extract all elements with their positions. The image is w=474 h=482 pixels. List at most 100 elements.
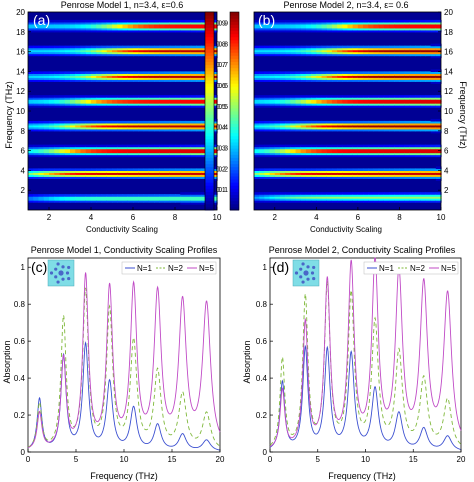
x-tick-label: 8 xyxy=(173,213,178,222)
heatmap-cell xyxy=(264,99,271,102)
heatmap-cell xyxy=(201,105,208,108)
heatmap-cell xyxy=(54,128,61,132)
heatmap-cell xyxy=(254,49,260,53)
heatmap-cell xyxy=(133,150,139,154)
heatmap-cell xyxy=(285,198,291,201)
heatmap-cell xyxy=(321,27,328,31)
x-tick-label: 5 xyxy=(74,455,79,464)
heatmap-cell xyxy=(127,168,134,171)
heatmap-cell xyxy=(279,200,286,203)
heatmap-cell xyxy=(279,73,286,76)
heatmap-cell xyxy=(316,126,323,130)
heatmap-cell xyxy=(269,77,276,80)
heatmap-cell xyxy=(290,19,297,23)
heatmap-cell xyxy=(321,103,328,106)
heatmap-cell xyxy=(190,101,197,104)
heatmap-cell xyxy=(169,101,176,104)
x-tick-label: 5 xyxy=(316,455,321,464)
heatmap-cell xyxy=(101,174,108,177)
heatmap-cell xyxy=(138,53,145,57)
heatmap-cell xyxy=(64,79,71,82)
heatmap-cell xyxy=(321,45,328,49)
heatmap-cell xyxy=(389,49,395,53)
heatmap-cell xyxy=(295,122,302,126)
heatmap-cell xyxy=(148,79,155,82)
heatmap-cell xyxy=(159,23,166,27)
heatmap-cell xyxy=(196,99,202,102)
heatmap-cell xyxy=(357,27,364,31)
heatmap-cell xyxy=(357,176,364,179)
heatmap-cell xyxy=(254,99,260,102)
heatmap-cell xyxy=(159,79,166,82)
heatmap-cell xyxy=(49,150,55,154)
heatmap-cell xyxy=(101,198,108,201)
heatmap-cell xyxy=(378,196,385,199)
colorbar-tick-label: 0.8 xyxy=(216,41,226,48)
heatmap-cell xyxy=(389,124,395,128)
heatmap-cell xyxy=(311,79,317,82)
panel-d-x-ticks: 0 5 10 15 20 xyxy=(268,449,466,464)
heatmap-cell xyxy=(331,120,338,124)
heatmap-cell xyxy=(363,77,369,80)
heatmap-cell xyxy=(59,53,66,57)
heatmap-cell xyxy=(159,99,166,102)
heatmap-cell xyxy=(70,95,76,98)
heatmap-cell xyxy=(425,126,432,130)
heatmap-cell xyxy=(175,25,181,29)
heatmap-cell xyxy=(357,128,364,132)
heatmap-cell xyxy=(175,200,181,203)
heatmap-cell xyxy=(28,154,34,158)
heatmap-cell xyxy=(43,53,50,57)
heatmap-cell xyxy=(295,101,302,104)
heatmap-cell xyxy=(337,174,343,177)
heatmap-cell xyxy=(389,172,395,175)
heatmap-cell xyxy=(378,95,385,98)
heatmap-cell xyxy=(211,29,218,33)
heatmap-cell xyxy=(420,25,427,29)
heatmap-cell xyxy=(169,150,176,154)
heatmap-cell xyxy=(28,146,34,150)
heatmap-cell xyxy=(138,168,145,171)
heatmap-cell xyxy=(169,122,176,126)
heatmap-cell xyxy=(404,21,411,25)
heatmap-cell xyxy=(59,198,66,201)
heatmap-cell xyxy=(112,21,118,25)
heatmap-cell xyxy=(75,103,82,106)
heatmap-cell xyxy=(28,128,34,132)
heatmap-cell xyxy=(211,45,218,49)
heatmap-cell xyxy=(305,194,312,197)
heatmap-cell xyxy=(311,103,317,106)
heatmap-cell xyxy=(91,71,97,74)
heatmap-cell xyxy=(148,105,155,108)
heatmap-cell xyxy=(337,120,343,124)
heatmap-cell xyxy=(148,47,155,51)
heatmap-cell xyxy=(33,120,40,124)
heatmap-cell xyxy=(316,144,323,148)
heatmap-cell xyxy=(185,75,192,78)
heatmap-cell xyxy=(342,122,349,126)
heatmap-cell xyxy=(420,126,427,130)
heatmap-cell xyxy=(38,198,45,201)
heatmap-cell xyxy=(196,23,202,27)
heatmap-cell xyxy=(409,45,416,49)
heatmap-cell xyxy=(409,192,416,195)
heatmap-cell xyxy=(435,73,442,76)
heatmap-cell xyxy=(321,168,328,171)
heatmap-cell xyxy=(269,172,276,175)
heatmap-cell xyxy=(33,47,40,51)
heatmap-cell xyxy=(211,124,218,128)
heatmap-cell xyxy=(383,126,390,130)
heatmap-cell xyxy=(300,47,307,51)
heatmap-cell xyxy=(425,194,432,197)
heatmap-cell xyxy=(169,21,176,25)
heatmap-cell xyxy=(96,101,103,104)
heatmap-cell xyxy=(169,49,176,53)
heatmap-cell xyxy=(28,148,34,152)
colorbar-step xyxy=(205,117,214,121)
heatmap-cell xyxy=(399,27,406,31)
heatmap-cell xyxy=(96,27,103,31)
heatmap-cell xyxy=(159,101,166,104)
colorbar-step xyxy=(205,76,214,81)
heatmap-cell xyxy=(331,168,338,171)
colorbar-step xyxy=(230,175,239,180)
